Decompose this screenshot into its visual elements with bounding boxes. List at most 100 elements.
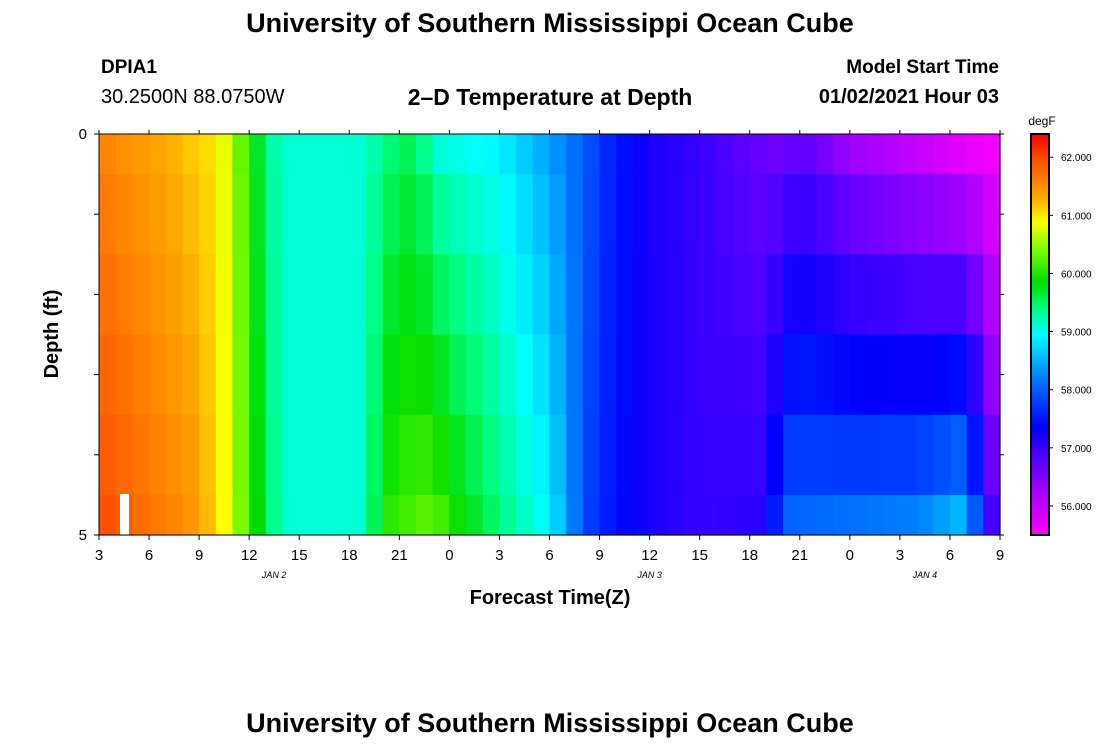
heatmap-cell bbox=[199, 414, 217, 496]
heatmap-cell bbox=[849, 334, 868, 416]
heatmap-cell bbox=[516, 254, 534, 336]
heatmap-cell bbox=[282, 174, 300, 255]
heatmap-cell bbox=[833, 174, 851, 255]
heatmap-cell bbox=[466, 254, 484, 336]
heatmap-cell bbox=[733, 174, 751, 255]
heatmap-cell bbox=[799, 334, 818, 416]
heatmap-cell bbox=[482, 414, 501, 496]
heatmap-cell bbox=[499, 494, 517, 536]
heatmap-cell bbox=[849, 494, 868, 536]
heatmap-cell bbox=[949, 254, 968, 336]
heatmap-cell bbox=[332, 174, 350, 255]
heatmap-cell bbox=[766, 174, 784, 255]
x-tick-label: 6 bbox=[946, 547, 954, 564]
colorbar-tick-label: 59.000 bbox=[1061, 328, 1092, 339]
heatmap-cell bbox=[866, 254, 884, 336]
heatmap-cell bbox=[682, 494, 701, 536]
heatmap-cell bbox=[632, 254, 651, 336]
heatmap-cell bbox=[499, 334, 517, 416]
heatmap-cell bbox=[599, 414, 617, 496]
heatmap-cell bbox=[866, 174, 884, 255]
heatmap-cell bbox=[199, 254, 217, 336]
x-axis: 3 6 9 12 15 18 21 0 3 6 9 12 15 18 21 0 3 6 9 JAN 2 JAN 3 JAN… bbox=[95, 130, 1004, 580]
heatmap-cell bbox=[265, 134, 284, 175]
heatmap-cell bbox=[349, 174, 367, 255]
heatmap-cell bbox=[365, 174, 384, 255]
heatmap-cell bbox=[132, 174, 150, 255]
heatmap-cell bbox=[149, 414, 167, 496]
heatmap-cell bbox=[315, 254, 334, 336]
heatmap-cell bbox=[916, 494, 934, 536]
heatmap-cell bbox=[933, 254, 951, 336]
heatmap-cell bbox=[799, 494, 818, 536]
heatmap-cell bbox=[332, 134, 350, 175]
heatmap-cell bbox=[733, 134, 751, 175]
heatmap-cell bbox=[165, 494, 184, 536]
heatmap-cell bbox=[899, 134, 918, 175]
heatmap-cell bbox=[532, 334, 551, 416]
heatmap-cell bbox=[749, 174, 768, 255]
heatmap-cell bbox=[983, 254, 1001, 336]
heatmap-cell bbox=[516, 174, 534, 255]
heatmap-cell bbox=[232, 334, 250, 416]
heatmap-cell bbox=[949, 414, 968, 496]
heatmap-cell bbox=[616, 414, 634, 496]
heatmap-cell bbox=[649, 494, 667, 536]
heatmap-cell bbox=[215, 334, 234, 416]
heatmap-cell bbox=[315, 334, 334, 416]
heatmap-cell bbox=[482, 254, 501, 336]
heatmap-cell bbox=[933, 334, 951, 416]
heatmap-cell bbox=[516, 414, 534, 496]
y-axis-label: Depth (ft) bbox=[41, 290, 63, 379]
heatmap-cell bbox=[182, 414, 200, 496]
plot-title: 2–D Temperature at Depth bbox=[407, 84, 693, 110]
heatmap-cell bbox=[516, 494, 534, 536]
heatmap-cell bbox=[566, 134, 584, 175]
heatmap-cell bbox=[416, 134, 434, 175]
heatmap-cell bbox=[716, 334, 734, 416]
heatmap-cell bbox=[382, 134, 400, 175]
heatmap-cell bbox=[299, 254, 317, 336]
heatmap-cell bbox=[666, 134, 684, 175]
heatmap-cell bbox=[933, 174, 951, 255]
heatmap-cell bbox=[249, 414, 267, 496]
x-tick-label: 15 bbox=[691, 547, 708, 564]
heatmap-cell bbox=[866, 494, 884, 536]
heatmap-cell bbox=[282, 134, 300, 175]
heatmap-cell bbox=[716, 414, 734, 496]
heatmap-cell bbox=[449, 174, 467, 255]
heatmap-cell bbox=[899, 174, 918, 255]
heatmap-cell bbox=[849, 134, 868, 175]
heatmap-cell bbox=[215, 414, 234, 496]
heatmap-cell bbox=[682, 134, 701, 175]
heatmap-cell bbox=[816, 494, 834, 536]
heatmap-cell bbox=[149, 174, 167, 255]
heatmap-cell bbox=[566, 174, 584, 255]
heatmap-cell bbox=[833, 134, 851, 175]
colorbar-tick-label: 58.000 bbox=[1061, 386, 1092, 397]
heatmap-cell bbox=[749, 414, 768, 496]
heatmap-cell bbox=[165, 134, 184, 175]
heatmap-cell bbox=[199, 494, 217, 536]
heatmap-cell bbox=[983, 494, 1001, 536]
heatmap-cell bbox=[966, 494, 984, 536]
x-tick-label: 21 bbox=[391, 547, 408, 564]
heatmap-cell bbox=[215, 134, 234, 175]
heatmap-cell bbox=[466, 134, 484, 175]
heatmap-cell bbox=[299, 174, 317, 255]
y-tick-label: 5 bbox=[79, 527, 87, 544]
heatmap-cell bbox=[365, 254, 384, 336]
heatmap-cell bbox=[165, 414, 184, 496]
heatmap-cell bbox=[699, 134, 717, 175]
heatmap-cell bbox=[165, 174, 184, 255]
heatmap-cell bbox=[466, 334, 484, 416]
station-id: DPIA1 bbox=[101, 57, 157, 78]
heatmap-cell bbox=[482, 174, 501, 255]
heatmap-cell bbox=[399, 334, 417, 416]
heatmap-cell bbox=[499, 174, 517, 255]
heatmap-cell bbox=[99, 334, 117, 416]
heatmap-cell bbox=[282, 254, 300, 336]
heatmap-cell bbox=[566, 334, 584, 416]
heatmap-cell bbox=[332, 254, 350, 336]
heatmap-cell bbox=[916, 174, 934, 255]
